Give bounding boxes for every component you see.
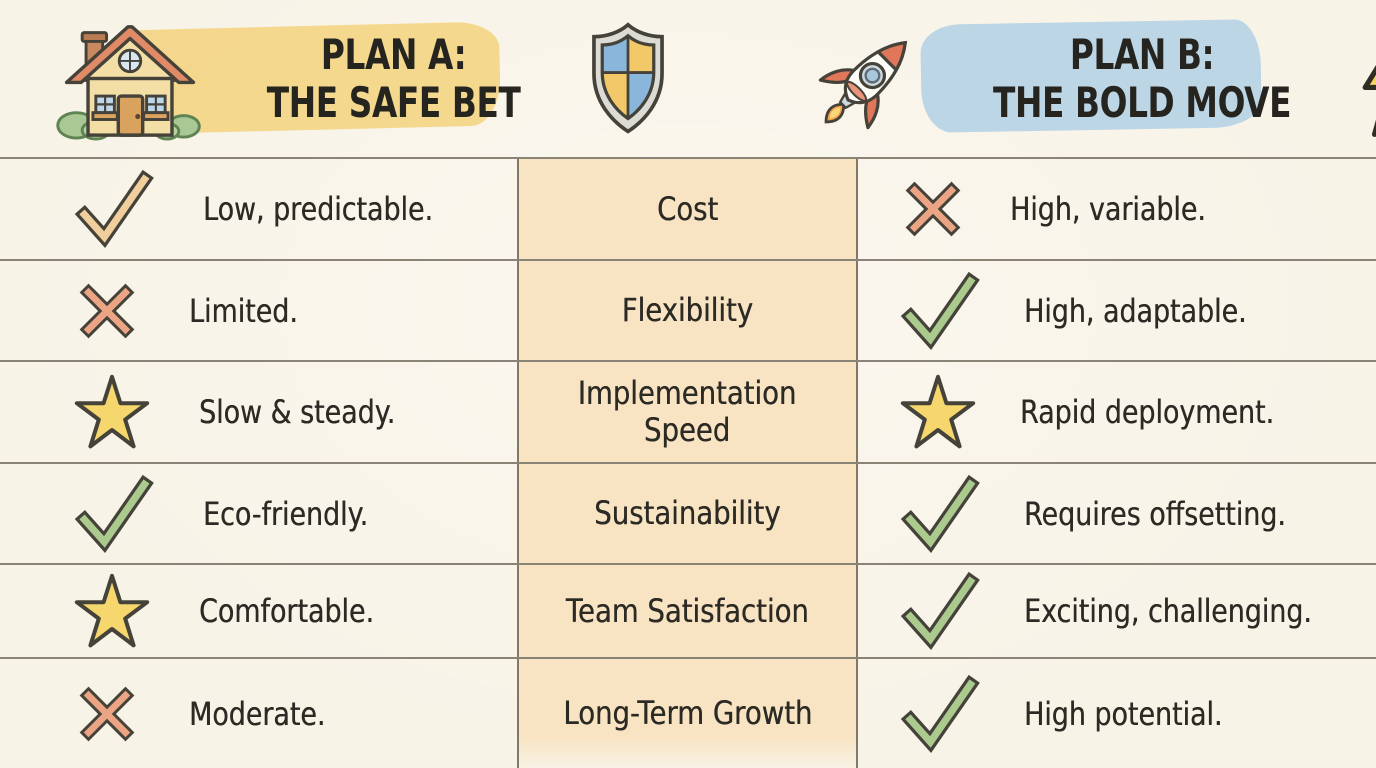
house-icon xyxy=(56,24,201,140)
plan-b-value: Requires offsetting. xyxy=(1024,494,1286,533)
criterion-cell: Sustainability xyxy=(517,464,858,563)
table-row: Low, predictable. Cost High, variable. xyxy=(0,157,1376,259)
criterion-label: Flexibility xyxy=(621,291,754,330)
plan-a-cell: Limited. xyxy=(0,261,517,360)
plan-a-title: PLAN A: THE SAFE BET xyxy=(267,31,521,125)
criterion-label: Cost xyxy=(656,189,719,228)
plan-a-cell: Moderate. xyxy=(0,659,517,768)
criterion-label: Long-Term Growth xyxy=(562,694,813,733)
criterion-cell: Implementation Speed xyxy=(517,362,858,462)
plan-b-title-line1: PLAN B: xyxy=(1070,30,1215,80)
table-row: Eco-friendly. Sustainability Requires of… xyxy=(0,462,1376,563)
plan-b-value: High potential. xyxy=(1024,694,1223,733)
plan-b-value: High, variable. xyxy=(1010,190,1206,228)
plan-b-value: High, adaptable. xyxy=(1024,291,1247,330)
criterion-cell: Team Satisfaction xyxy=(517,565,858,657)
check-icon xyxy=(896,271,984,351)
plan-a-value: Eco-friendly. xyxy=(203,494,369,533)
criterion-label: Team Satisfaction xyxy=(565,591,809,630)
plan-a-cell: Eco-friendly. xyxy=(0,464,517,563)
table-row: Limited. Flexibility High, adaptable. xyxy=(0,259,1376,360)
check-icon xyxy=(896,474,984,554)
plan-b-cell: High, variable. xyxy=(858,159,1376,259)
criterion-cell: Flexibility xyxy=(517,261,858,360)
check-icon xyxy=(896,571,984,651)
table-row: Moderate. Long-Term Growth High potentia… xyxy=(0,657,1376,768)
plan-b-value: Exciting, challenging. xyxy=(1024,592,1312,630)
check-icon xyxy=(70,474,158,554)
plan-a-cell: Comfortable. xyxy=(0,565,517,657)
lightning-icon xyxy=(1362,65,1376,137)
criterion-label: Implementation Speed xyxy=(578,374,797,449)
plan-a-value: Limited. xyxy=(189,291,298,330)
plan-a-title-line1: PLAN A: xyxy=(320,30,467,80)
check-icon xyxy=(896,674,984,754)
plan-b-cell: High potential. xyxy=(858,659,1376,768)
criterion-label: Sustainability xyxy=(594,494,781,533)
plan-a-cell: Low, predictable. xyxy=(0,159,517,259)
plan-a-header: PLAN A: THE SAFE BET xyxy=(0,0,674,157)
plan-b-cell: High, adaptable. xyxy=(858,261,1376,360)
check-icon xyxy=(70,169,158,249)
plan-b-value: Rapid deployment. xyxy=(1020,393,1275,431)
cross-icon xyxy=(70,274,144,348)
plan-a-value: Moderate. xyxy=(189,694,326,733)
table-row: Slow & steady. Implementation Speed Rapi… xyxy=(0,360,1376,462)
plan-b-header: PLAN B: THE BOLD MOVE xyxy=(674,0,1376,157)
cross-icon xyxy=(70,677,144,751)
plan-b-cell: Exciting, challenging. xyxy=(858,565,1376,657)
header: PLAN A: THE SAFE BET xyxy=(0,0,1376,157)
shield-icon xyxy=(592,21,665,134)
star-icon xyxy=(70,372,154,452)
plan-a-title-line2: THE SAFE BET xyxy=(266,77,521,127)
plan-b-cell: Rapid deployment. xyxy=(858,362,1376,462)
plan-b-cell: Requires offsetting. xyxy=(858,464,1376,563)
plan-b-title: PLAN B: THE BOLD MOVE xyxy=(993,31,1291,125)
criterion-cell: Cost xyxy=(517,159,858,259)
star-icon xyxy=(70,571,154,651)
plan-b-title-line2: THE BOLD MOVE xyxy=(993,77,1292,127)
plan-a-value: Low, predictable. xyxy=(203,190,434,228)
plan-a-cell: Slow & steady. xyxy=(0,362,517,462)
table-row: Comfortable. Team Satisfaction Exciting,… xyxy=(0,563,1376,657)
comparison-table: Low, predictable. Cost High, variable. L… xyxy=(0,157,1376,768)
rocket-icon xyxy=(819,40,908,129)
plan-a-value: Comfortable. xyxy=(199,592,374,630)
criterion-cell: Long-Term Growth xyxy=(517,659,858,768)
star-icon xyxy=(896,372,980,452)
cross-icon xyxy=(896,172,970,246)
plan-a-value: Slow & steady. xyxy=(199,393,396,431)
